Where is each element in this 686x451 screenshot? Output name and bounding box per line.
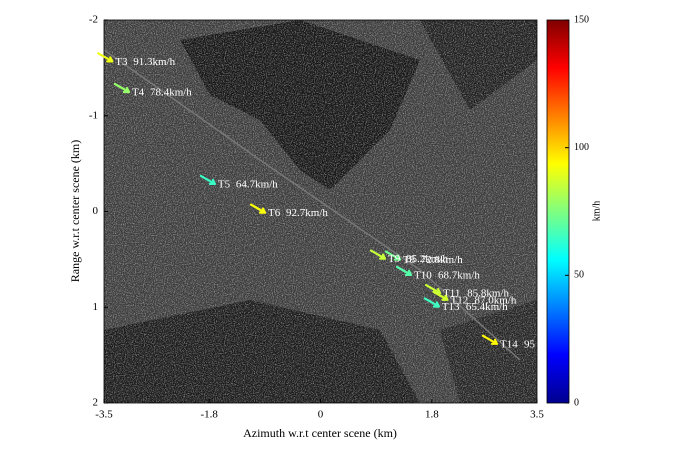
target-arrow xyxy=(481,334,499,345)
x-tick-label: 3.5 xyxy=(530,409,544,421)
y-tick-label: 0 xyxy=(93,205,99,217)
colorbar-tick-label: 50 xyxy=(574,270,584,281)
y-tick-label: -2 xyxy=(89,14,98,26)
colorbar-tick-label: 100 xyxy=(574,142,589,153)
target-arrow xyxy=(423,297,440,308)
target-name: T9 xyxy=(388,253,401,265)
target-speed: 64.7km/h xyxy=(236,178,278,190)
target-speed: 65.4km/h xyxy=(466,301,508,313)
y-tick-label: -1 xyxy=(89,109,98,121)
target-name: T13 xyxy=(442,301,460,313)
x-tick-label: -3.5 xyxy=(95,409,113,421)
y-tick-label: 2 xyxy=(93,397,99,409)
sar-image xyxy=(104,20,537,403)
target-speed: 87.0km/h xyxy=(475,294,517,306)
target-speed: 72.8km/h xyxy=(421,254,463,266)
target-arrow xyxy=(249,203,267,214)
target-arrow xyxy=(113,82,131,94)
target-arrow xyxy=(432,290,449,301)
target-speed: 68.7km/h xyxy=(438,269,480,281)
target-name: T4 xyxy=(132,87,145,99)
target-speed: 78.4km/h xyxy=(150,87,192,99)
target-name: T8 xyxy=(403,254,416,266)
colorbar-tick-label: 0 xyxy=(574,397,579,408)
colorbar-tick-label: 150 xyxy=(574,14,589,25)
target-speed: 85.8km/h xyxy=(467,288,509,300)
x-tick-label: 0 xyxy=(318,409,324,421)
target-speed: 95 xyxy=(524,338,536,350)
target-arrow xyxy=(369,249,387,260)
target-arrow xyxy=(384,250,401,261)
x-tick-label: -1.8 xyxy=(200,409,218,421)
target-speed: 85.2km/h xyxy=(406,253,448,265)
target-speed: 91.3km/h xyxy=(133,56,175,68)
target-name: T11 xyxy=(443,288,460,300)
target-arrow xyxy=(395,265,413,276)
target-arrow xyxy=(199,174,217,186)
x-axis-label: Azimuth w.r.t center scene (km) xyxy=(243,426,397,440)
colorbar xyxy=(546,19,570,404)
target-name: T5 xyxy=(218,178,231,190)
target-name: T12 xyxy=(451,294,469,306)
target-speed: 92.7km/h xyxy=(286,207,328,219)
target-name: T6 xyxy=(268,207,281,219)
target-name: T14 xyxy=(500,338,518,350)
target-arrow xyxy=(97,52,114,63)
colorbar-label: km/h xyxy=(591,201,602,222)
target-name: T3 xyxy=(115,56,128,68)
y-tick-label: 1 xyxy=(93,301,99,313)
x-tick-label: 1.8 xyxy=(425,409,439,421)
y-axis-label: Range w.r.t center scene (km) xyxy=(68,140,82,283)
target-name: T10 xyxy=(414,269,432,281)
